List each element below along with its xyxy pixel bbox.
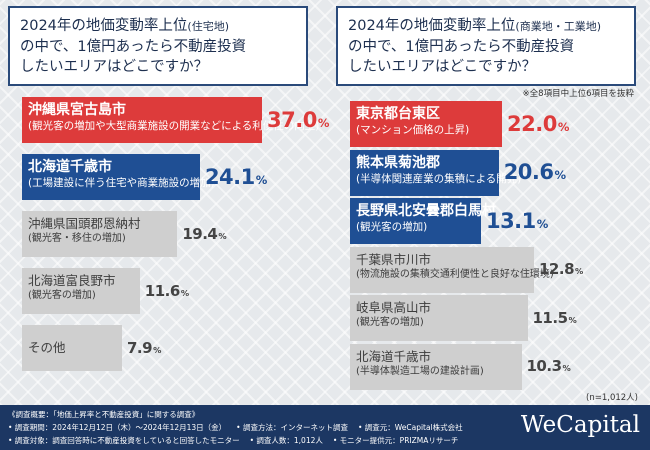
right-bar-label: 熊本県菊池郡: [356, 154, 440, 171]
left-bar-label: 沖縄県国頭郡恩納村: [28, 216, 141, 231]
left-value-number: 7.9: [127, 338, 153, 357]
right-bar-3: 長野県北安曇郡白馬村 (観光客の増加): [350, 198, 496, 244]
right-value-unit: %: [568, 314, 577, 325]
left-value-number: 37.0: [267, 107, 317, 132]
footer-target: • 調査対象：調査回答時に不動産投資をしていると回答したモニター: [8, 436, 240, 445]
right-bar-label: 長野県北安曇郡白馬村: [356, 203, 496, 219]
right-bar-label: 岐阜県高山市: [356, 300, 432, 315]
right-value-number: 13.1: [485, 208, 536, 233]
left-value-number: 24.1: [204, 164, 255, 189]
right-value-unit: %: [562, 363, 571, 373]
left-bar-label: 北海道千歳市: [28, 159, 112, 175]
left-value-unit: %: [180, 287, 190, 298]
right-bar-4: 千葉県市川市 (物流施設の集積交通利便性と良好な住環境): [350, 246, 554, 293]
footer-provider: • モニター提供元：PRIZMAリサーチ: [332, 436, 459, 445]
right-value-label: 13.1%: [486, 209, 548, 233]
footer-count: • 調査人数：1,012人: [249, 436, 323, 445]
right-question-line-1: 2024年の地価変動率上位(商業地・工業地): [348, 16, 624, 37]
footer-method: • 調査方法：インターネット調査: [236, 423, 348, 432]
right-value-number: 11.5: [532, 308, 569, 327]
left-value-unit: %: [153, 344, 162, 355]
left-value-label: 24.1%: [205, 165, 267, 189]
left-bar-label: その他: [28, 340, 66, 355]
right-value-unit: %: [536, 216, 549, 231]
right-bar-description: (観光客の増加): [356, 317, 424, 328]
left-question-category: (住宅地): [187, 20, 229, 33]
right-question-line-2: の中で、1億円あったら不動産投資: [348, 39, 575, 55]
footer: 《調査概要：「地価上昇率と不動産投資」に関する調査》 • 調査期間：2024年1…: [0, 405, 650, 450]
left-value-unit: %: [218, 230, 227, 241]
right-question-text: 2024年の地価変動率上位: [348, 18, 516, 34]
right-bar-description: (マンション価格の上昇): [356, 124, 470, 136]
left-value-unit: %: [255, 172, 268, 187]
right-value-number: 12.8: [539, 260, 575, 278]
left-bar-label: 沖縄県宮古島市: [28, 102, 126, 118]
right-value-number: 20.6: [503, 160, 554, 184]
right-value-label: 10.3%: [527, 357, 571, 375]
right-bar-1: 東京都台東区 (マンション価格の上昇): [350, 101, 502, 147]
right-value-label: 12.8%: [539, 260, 583, 278]
right-question-box: 2024年の地価変動率上位(商業地・工業地) の中で、1億円あったら不動産投資 …: [336, 6, 636, 86]
right-bar-6: 北海道千歳市 (半導体製造工場の建設計画): [350, 343, 522, 390]
right-note: ※全8項目中上位6項目を抜粋: [522, 89, 634, 99]
left-bar-4: 北海道富良野市 (観光客の増加): [22, 268, 140, 314]
left-question-line-3: したいエリアはどこですか？: [20, 59, 209, 75]
right-value-label: 11.5%: [533, 309, 577, 327]
left-value-unit: %: [317, 115, 330, 130]
left-bar-description: (工場建設に伴う住宅や商業施設の増加): [28, 177, 215, 189]
sample-size-label: (n=1,012人): [586, 393, 638, 403]
left-bar-description: (観光客・移住の増加): [28, 233, 126, 244]
footer-source: • 調査元：WeCapital株式会社: [357, 423, 463, 432]
right-bar-description: (物流施設の集積交通利便性と良好な住環境): [356, 268, 554, 280]
right-value-label: 22.0%: [507, 112, 569, 136]
left-value-label: 37.0%: [267, 108, 329, 132]
right-bar-description: (半導体製造工場の建設計画): [356, 365, 484, 377]
left-value-number: 19.4: [182, 224, 218, 243]
left-bar-2: 北海道千歳市 (工場建設に伴う住宅や商業施設の増加): [22, 154, 215, 200]
footer-line-2: • 調査期間：2024年12月12日（木）～2024年12月13日（金） • 調査…: [8, 421, 642, 434]
footer-line-3: • 調査対象：調査回答時に不動産投資をしていると回答したモニター • 調査人数：1…: [8, 434, 642, 447]
left-bar-description: (観光客の増加や大型商業施設の開業などによる利便性の向上): [28, 120, 320, 132]
right-value-number: 22.0: [507, 111, 557, 136]
right-bar-description: (観光客の増加): [356, 221, 428, 233]
left-question-line-2: の中で、1億円あったら不動産投資: [20, 39, 247, 55]
right-question-category: (商業地・工業地): [515, 20, 601, 33]
left-value-label: 19.4%: [182, 225, 226, 243]
right-value-label: 20.6%: [504, 160, 566, 184]
left-question-box: 2024年の地価変動率上位(住宅地) の中で、1億円あったら不動産投資 したいエ…: [8, 6, 308, 86]
left-question-line-1: 2024年の地価変動率上位(住宅地): [20, 16, 296, 37]
wecapital-logo: WeCapital: [520, 412, 640, 438]
right-bar-label: 千葉県市川市: [356, 251, 432, 267]
footer-period: • 調査期間：2024年12月12日（木）～2024年12月13日（金）: [8, 423, 227, 432]
left-bar-label: 北海道富良野市: [28, 273, 116, 288]
left-bar-3: 沖縄県国頭郡恩納村 (観光客・移住の増加): [22, 211, 178, 257]
left-value-number: 11.6: [144, 281, 181, 300]
right-value-unit: %: [554, 168, 567, 182]
right-bar-description: (半導体関連産業の集積による開発): [356, 172, 522, 185]
left-bar-5: その他: [22, 325, 122, 371]
right-bar-5: 岐阜県高山市 (観光客の増加): [350, 295, 528, 341]
right-value-unit: %: [557, 119, 570, 134]
right-bar-label: 北海道千歳市: [356, 348, 432, 364]
left-bar-1: 沖縄県宮古島市 (観光客の増加や大型商業施設の開業などによる利便性の向上): [22, 97, 320, 143]
right-value-number: 10.3: [526, 357, 563, 375]
left-question-text: 2024年の地価変動率上位: [20, 18, 188, 34]
right-chart-panel: 2024年の地価変動率上位(商業地・工業地) の中で、1億円あったら不動産投資 …: [336, 0, 648, 405]
left-value-label: 7.9%: [127, 339, 161, 357]
footer-survey-title: 《調査概要：「地価上昇率と不動産投資」に関する調査》: [8, 410, 200, 419]
left-bar-description: (観光客の増加): [28, 290, 96, 301]
right-value-unit: %: [575, 266, 584, 276]
right-bar-label: 東京都台東区: [356, 106, 440, 122]
left-chart-panel: 2024年の地価変動率上位(住宅地) の中で、1億円あったら不動産投資 したいエ…: [8, 0, 329, 405]
left-value-label: 11.6%: [145, 282, 189, 300]
right-question-line-3: したいエリアはどこですか？: [348, 59, 537, 75]
right-bar-2: 熊本県菊池郡 (半導体関連産業の集積による開発): [350, 149, 522, 196]
